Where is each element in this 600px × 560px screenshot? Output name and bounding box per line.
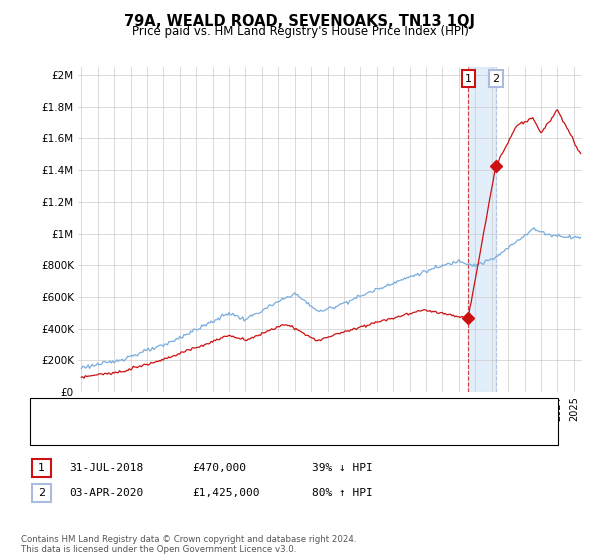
Text: 39% ↓ HPI: 39% ↓ HPI	[312, 463, 373, 473]
Text: 1: 1	[38, 463, 45, 473]
Text: 79A, WEALD ROAD, SEVENOAKS, TN13 1QJ (detached house): 79A, WEALD ROAD, SEVENOAKS, TN13 1QJ (de…	[78, 406, 396, 416]
Text: 03-APR-2020: 03-APR-2020	[69, 488, 143, 498]
Text: Contains HM Land Registry data © Crown copyright and database right 2024.
This d: Contains HM Land Registry data © Crown c…	[21, 535, 356, 554]
Text: £470,000: £470,000	[192, 463, 246, 473]
Text: 2: 2	[492, 73, 499, 83]
Text: ——: ——	[48, 427, 73, 440]
Text: 31-JUL-2018: 31-JUL-2018	[69, 463, 143, 473]
Text: £1,425,000: £1,425,000	[192, 488, 260, 498]
Text: ——: ——	[48, 404, 73, 417]
Text: 2: 2	[38, 488, 45, 498]
Text: 1: 1	[465, 73, 472, 83]
Text: HPI: Average price, detached house, Sevenoaks: HPI: Average price, detached house, Seve…	[78, 428, 328, 438]
Text: 80% ↑ HPI: 80% ↑ HPI	[312, 488, 373, 498]
Text: Price paid vs. HM Land Registry's House Price Index (HPI): Price paid vs. HM Land Registry's House …	[131, 25, 469, 38]
Text: 79A, WEALD ROAD, SEVENOAKS, TN13 1QJ: 79A, WEALD ROAD, SEVENOAKS, TN13 1QJ	[125, 14, 476, 29]
Bar	[469, 67, 496, 392]
